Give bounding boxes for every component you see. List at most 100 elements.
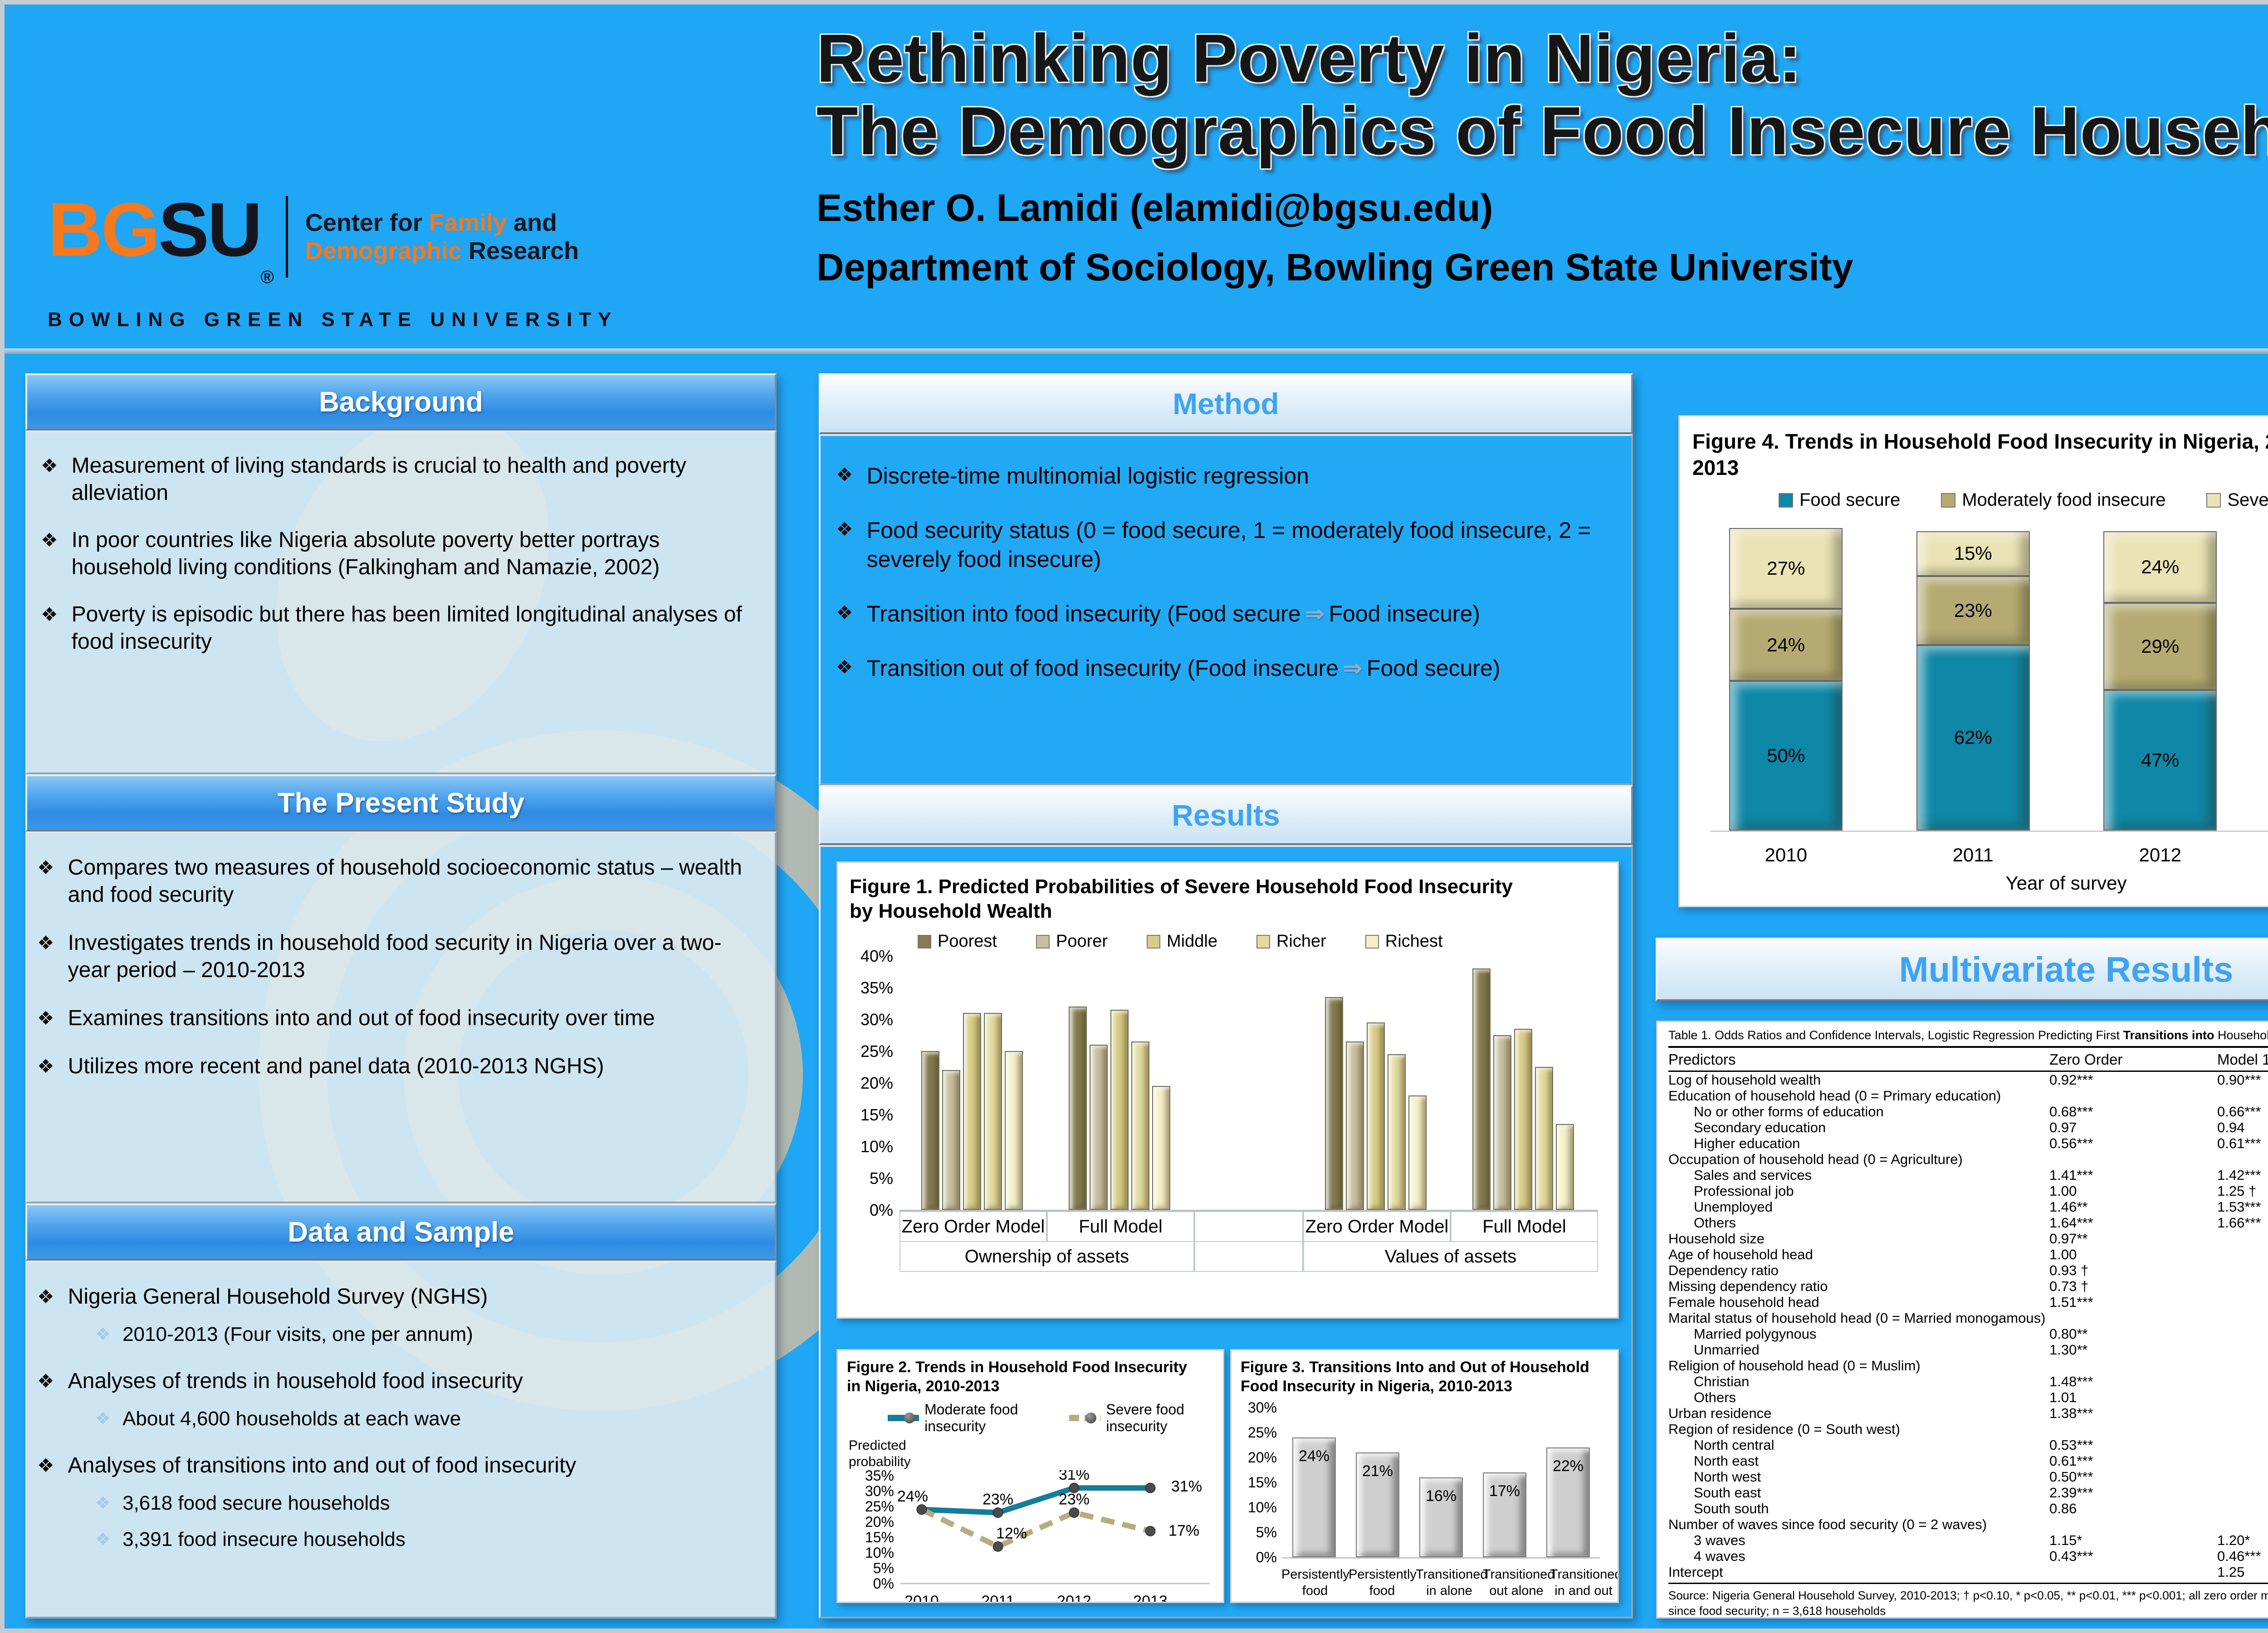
- legend-item: Richer: [1256, 932, 1326, 951]
- legend-line-swatch-icon: [888, 1413, 919, 1423]
- bullet-item: ❖ Investigates trends in household food s…: [37, 929, 763, 984]
- sub-bullet-text: 3,618 food secure households: [122, 1492, 390, 1514]
- sub-bullet-diamond-icon: ❖: [95, 1325, 111, 1344]
- table1-cell-model1: [2217, 1421, 2268, 1437]
- legend-swatch-icon: [1365, 934, 1379, 949]
- bullet-item: ❖ Compares two measures of household soci…: [37, 854, 763, 909]
- figure4-segment: 47%: [2103, 689, 2217, 831]
- figure4-legend: Food secure Moderately food insecure Sever…: [1779, 490, 2268, 510]
- cfdr-line2a: Demographic: [305, 237, 462, 264]
- bar-value-label: 21%: [1362, 1462, 1393, 1480]
- bullet-diamond-icon: ❖: [41, 604, 58, 625]
- table1-cell-model1: 1.20*: [2217, 1532, 2250, 1548]
- legend-item: Severely food insecure: [2206, 490, 2268, 510]
- table1-cell-zero-order: 1.00: [2049, 1247, 2077, 1262]
- x-axis-line: [899, 1210, 1598, 1211]
- table1-cell-predictor: South east: [1694, 1485, 1761, 1501]
- table1-cell-zero-order: [2049, 1516, 2217, 1532]
- table1-cell-predictor: Marital status of household head (0 = Ma…: [1668, 1310, 2046, 1326]
- figure2-ylabel: Predicted probability: [849, 1438, 911, 1469]
- bullet-diamond-icon: ❖: [41, 455, 58, 476]
- figure3-plot: 0% 5% 10% 15% 20% 25% 30% 24% 21% 16% 17% 22%: [1241, 1399, 1608, 1566]
- bar-poorest: [1472, 968, 1491, 1210]
- figure1-box: Figure 1. Predicted Probabilities of Sev…: [836, 861, 1619, 1319]
- table1-cell-predictor: Number of waves since food security (0 =…: [1668, 1516, 1987, 1532]
- table1-cell-zero-order: [2049, 1358, 2217, 1374]
- table1-cell-predictor: Urban residence: [1668, 1405, 1772, 1421]
- bgsu-bg: BG: [48, 187, 160, 272]
- y-tick-label: 25%: [860, 1042, 893, 1061]
- column-left: Background ❖ Measurement of living standa…: [25, 373, 777, 1618]
- table1-header-cell: Model 1: [2217, 1051, 2268, 1068]
- sub-bullet-diamond-icon: ❖: [95, 1409, 111, 1428]
- multivariate-header-frame: Multivariate Results: [1656, 938, 2268, 1001]
- figure2-plot: 0%5%10%15%20%25%30%35%24% 23% 31% 31% 12% 23%…: [865, 1466, 1210, 1602]
- svg-text:5%: 5%: [873, 1560, 894, 1576]
- bullet-item: ❖ Poverty is episodic but there has been …: [41, 601, 758, 655]
- bar-middle: [1110, 1010, 1129, 1210]
- svg-text:10%: 10%: [865, 1545, 894, 1561]
- legend-label: Richer: [1276, 932, 1326, 951]
- table1-cell-model1: [2217, 1278, 2268, 1294]
- sub-bullet-item: ❖ About 4,600 households at each wave: [95, 1407, 761, 1431]
- cfdr-line2b: Research: [461, 237, 579, 264]
- background-body: ❖ Measurement of living standards is cruc…: [25, 430, 777, 774]
- table1-row: Marital status of household head (0 = Ma…: [1668, 1310, 2268, 1326]
- table1-cell-model1: [2217, 1151, 2268, 1167]
- figure3-xlabels: Persistently food securePersistently foo…: [1281, 1566, 1618, 1602]
- legend-item: Severe food insecurity: [1069, 1401, 1214, 1435]
- figure4-title: Figure 4. Trends in Household Food Insec…: [1692, 430, 2268, 479]
- table1-cell-predictor: Others: [1694, 1215, 1736, 1231]
- x-category-label: Transitioned in alone: [1416, 1567, 1488, 1598]
- poster-title-line2: The Demographics of Food Insecure Househ…: [816, 93, 2268, 169]
- table1-cell-predictor: 4 waves: [1694, 1548, 1745, 1564]
- table1-cell-predictor: Occupation of household head (0 = Agricu…: [1668, 1151, 1963, 1167]
- method-body: ❖ Discrete-time multinomial logistic regr…: [819, 434, 1633, 785]
- table1-cell-model1: 1.53***: [2217, 1199, 2261, 1215]
- table1-cell-predictor: Professional job: [1694, 1183, 1794, 1199]
- x-category-label: 2013: [2254, 844, 2268, 866]
- svg-text:23%: 23%: [982, 1491, 1013, 1508]
- table1-title-pre: Table 1. Odds Ratios and Confidence Inte…: [1668, 1028, 2123, 1042]
- legend-swatch-icon: [2206, 493, 2221, 508]
- table1-cell-predictor: North west: [1694, 1469, 1761, 1485]
- method-bullet-item: ❖ Food security status (0 = food secure, …: [836, 516, 1613, 574]
- table1-cell-zero-order: 0.73 †: [2049, 1278, 2089, 1294]
- svg-text:35%: 35%: [865, 1470, 894, 1484]
- method-text: Food security status (0 = food secure, 1…: [866, 518, 1591, 572]
- table1-title: Table 1. Odds Ratios and Confidence Inte…: [1668, 1028, 2268, 1048]
- legend-item: Moderately food insecure: [1941, 490, 2165, 510]
- bar-middle: [1514, 1029, 1532, 1210]
- method-bullet-item: ❖ Discrete-time multinomial logistic regr…: [836, 461, 1613, 490]
- table1-cell-predictor: Age of household head: [1668, 1247, 1813, 1262]
- group-label-cell: Full Model: [1047, 1211, 1194, 1242]
- group-label-cell: Full Model: [1451, 1211, 1598, 1242]
- table1-cell-zero-order: 0.80**: [2049, 1326, 2088, 1342]
- table1-cell-zero-order: 2.39***: [2049, 1485, 2093, 1501]
- table1-cell-zero-order: 0.97**: [2049, 1231, 2088, 1247]
- y-tick-label: 0%: [1256, 1549, 1277, 1565]
- table1-cell-model1: 0.94: [2217, 1120, 2245, 1135]
- table1-cell-model1: 1.66***: [2217, 1215, 2261, 1231]
- table1-cell-model1: [2217, 1374, 2268, 1389]
- table1-cell-predictor: Female household head: [1668, 1294, 1819, 1310]
- method-text: Discrete-time multinomial logistic regre…: [866, 463, 1309, 489]
- svg-text:23%: 23%: [1059, 1491, 1090, 1508]
- figure4-segment: 62%: [1916, 645, 2030, 831]
- x-category-label: Persistently food secure: [1281, 1567, 1349, 1602]
- legend-label: Severely food insecure: [2227, 490, 2268, 510]
- bullet-text: Measurement of living standards is cruci…: [71, 454, 687, 505]
- x-category-label: Persistently food insecure: [1349, 1567, 1417, 1602]
- figure4-segment: 23%: [1916, 576, 2030, 645]
- header-divider: [5, 348, 2268, 354]
- table1-row: Number of waves since food security (0 =…: [1668, 1516, 2268, 1532]
- table1-cell-model1: [2217, 1294, 2268, 1310]
- table1-cell-model1: [2217, 1516, 2268, 1532]
